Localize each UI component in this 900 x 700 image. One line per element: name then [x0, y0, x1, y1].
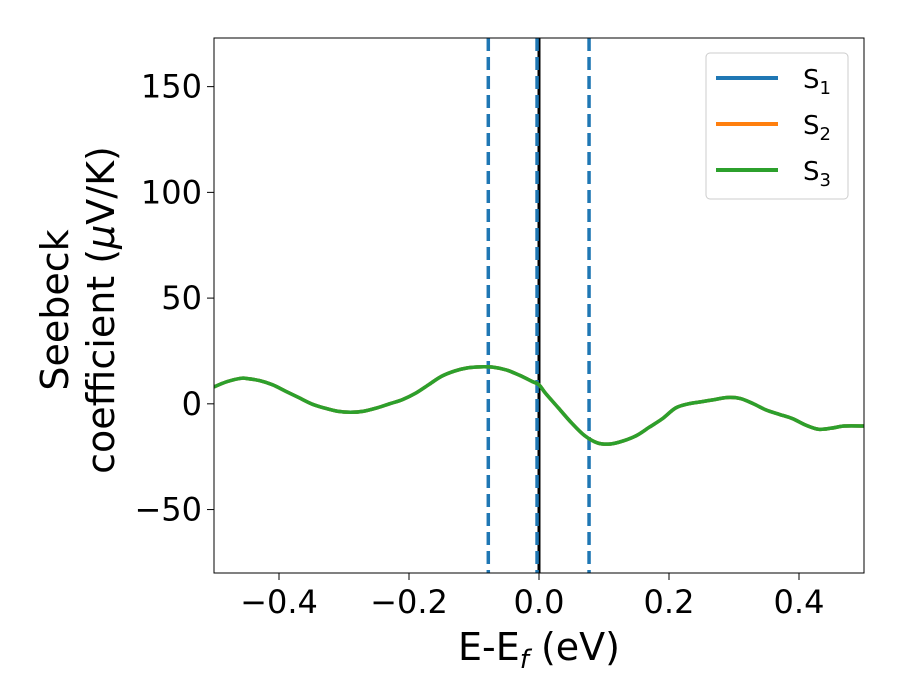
- y-tick-label: 150: [141, 68, 202, 106]
- vertical-lines: [486, 38, 591, 573]
- x-ticks: −0.4 −0.2 0.0 0.2 0.4: [240, 573, 824, 621]
- y-ticks: −50 0 50 100 150: [134, 68, 214, 529]
- x-tick-label: −0.2: [370, 583, 448, 621]
- y-tick-label: 50: [161, 279, 202, 317]
- y-tick-label: −50: [134, 491, 202, 529]
- x-axis-title: E-Ef (eV): [458, 625, 620, 675]
- y-tick-label: 0: [182, 385, 202, 423]
- y-axis-title-line1: Seebeck: [33, 229, 77, 390]
- x-tick-label: 0.2: [644, 583, 695, 621]
- x-tick-label: 0.4: [774, 583, 825, 621]
- y-axis-title: Seebeck coefficient (μV/K): [33, 146, 123, 474]
- x-tick-label: −0.4: [240, 583, 318, 621]
- legend: S1 S2 S3: [705, 52, 849, 200]
- legend-label-2: S2: [803, 111, 831, 145]
- series-line-3: [214, 365, 864, 446]
- legend-label-1: S1: [803, 65, 831, 99]
- y-axis-title-line2: coefficient (μV/K): [79, 146, 123, 474]
- legend-label-3: S3: [803, 157, 831, 191]
- y-tick-label: 100: [141, 173, 202, 211]
- x-tick-label: 0.0: [514, 583, 565, 621]
- series-group: [214, 365, 864, 446]
